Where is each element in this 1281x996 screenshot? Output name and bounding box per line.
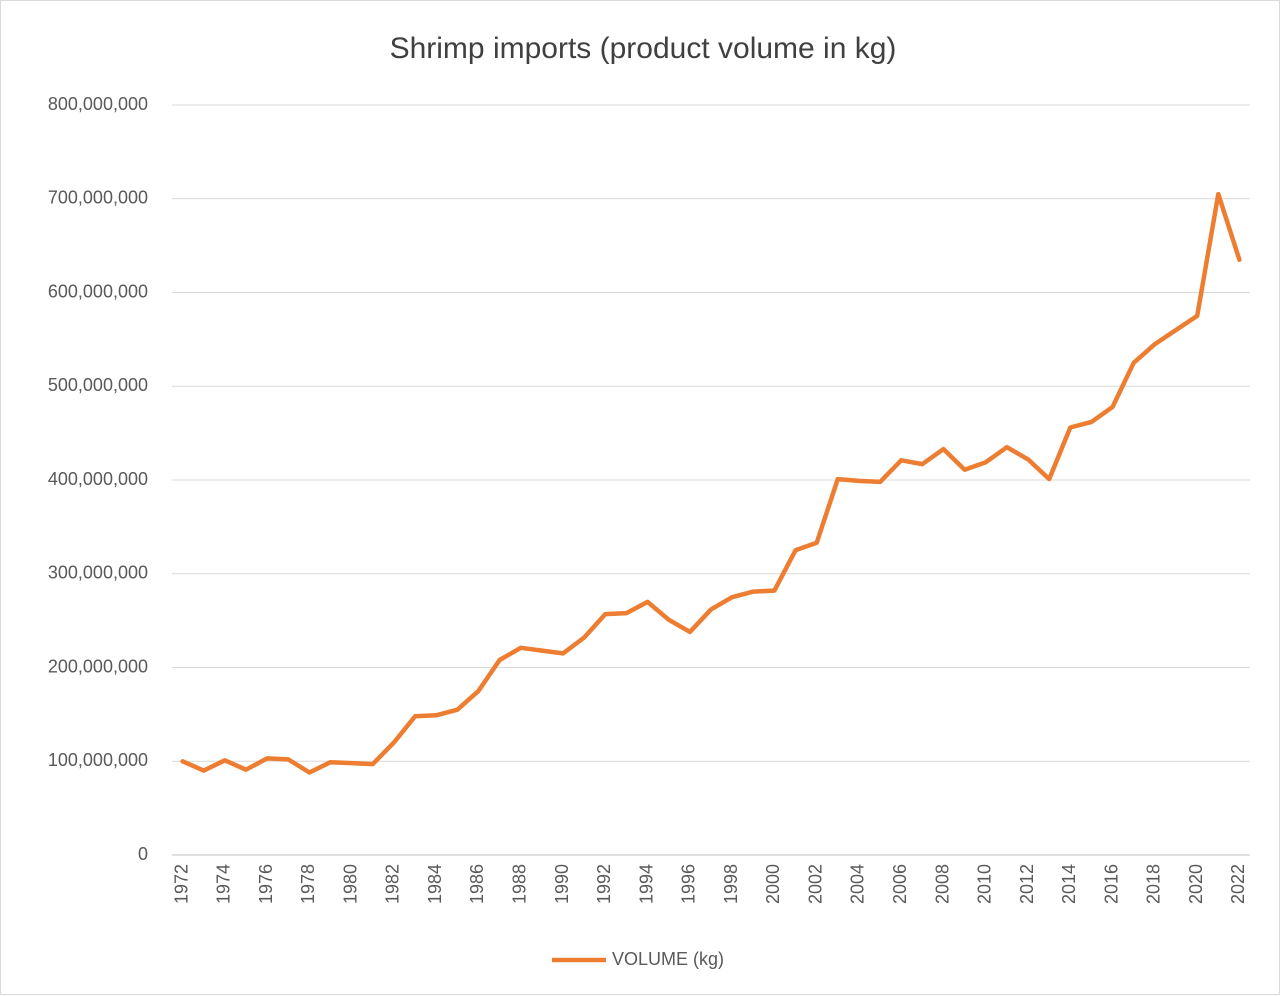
x-tick-label: 1980 <box>340 864 360 904</box>
x-tick-label: 2000 <box>763 864 783 904</box>
x-tick-label: 2008 <box>932 864 952 904</box>
x-tick-label: 2014 <box>1059 864 1079 904</box>
x-tick-label: 1984 <box>425 864 445 904</box>
y-tick-label: 300,000,000 <box>48 563 148 583</box>
chart-title: Shrimp imports (product volume in kg) <box>390 32 897 65</box>
x-tick-label: 2002 <box>805 864 825 904</box>
x-tick-label: 2016 <box>1101 864 1121 904</box>
x-tick-label: 1988 <box>510 864 530 904</box>
x-tick-label: 1998 <box>721 864 741 904</box>
y-tick-label: 400,000,000 <box>48 469 148 489</box>
y-tick-label: 800,000,000 <box>48 94 148 114</box>
x-tick-label: 1974 <box>214 864 234 904</box>
y-tick-label: 700,000,000 <box>48 188 148 208</box>
x-tick-label: 1994 <box>636 864 656 904</box>
y-tick-label: 100,000,000 <box>48 750 148 770</box>
x-tick-label: 2004 <box>848 864 868 904</box>
x-tick-label: 1996 <box>679 864 699 904</box>
x-tick-label: 1982 <box>383 864 403 904</box>
x-tick-label: 1972 <box>171 864 191 904</box>
legend-label: VOLUME (kg) <box>612 949 724 969</box>
x-tick-label: 2010 <box>975 864 995 904</box>
y-tick-label: 200,000,000 <box>48 656 148 676</box>
data-line <box>180 191 1242 775</box>
x-tick-label: 2022 <box>1228 864 1248 904</box>
x-tick-label: 2018 <box>1144 864 1164 904</box>
x-tick-label: 2006 <box>890 864 910 904</box>
y-tick-label: 0 <box>138 844 148 864</box>
x-tick-label: 2020 <box>1186 864 1206 904</box>
x-tick-label: 2012 <box>1017 864 1037 904</box>
x-tick-label: 1976 <box>256 864 276 904</box>
x-tick-label: 1990 <box>552 864 572 904</box>
y-tick-label: 600,000,000 <box>48 281 148 301</box>
y-tick-label: 500,000,000 <box>48 375 148 395</box>
x-tick-label: 1978 <box>298 864 318 904</box>
x-tick-label: 1986 <box>467 864 487 904</box>
x-tick-label: 1992 <box>594 864 614 904</box>
